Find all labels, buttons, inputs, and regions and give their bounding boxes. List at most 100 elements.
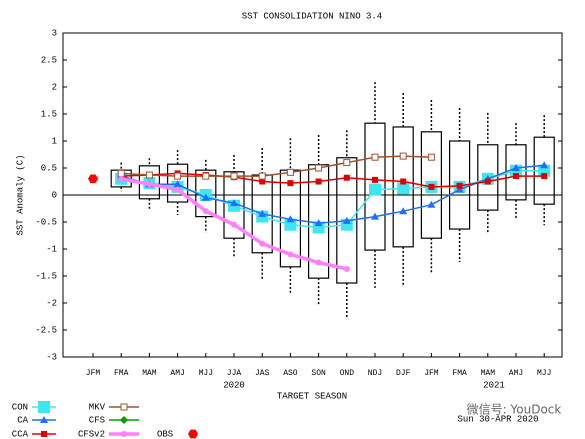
- box: [223, 171, 245, 239]
- x-tick-label: MJJ: [199, 369, 213, 378]
- marker: [174, 172, 182, 180]
- marker: [541, 173, 548, 180]
- y-tick-label: -2: [46, 298, 57, 308]
- x-tick-label: FMA: [114, 369, 129, 378]
- x-tick-label: JFM: [86, 369, 101, 378]
- x-axis-label: TARGET SEASON: [277, 391, 347, 401]
- marker: [230, 199, 238, 207]
- plot-frame: [62, 32, 563, 358]
- box: [167, 163, 189, 203]
- marker: [258, 209, 267, 217]
- marker: [372, 176, 378, 183]
- marker: [513, 173, 519, 180]
- y-tick-label: 2.5: [41, 55, 57, 65]
- x-tick-label: AMJ: [509, 369, 523, 378]
- x-tick-label: DJF: [396, 369, 411, 378]
- chart-title: SST CONSOLIDATION NINO 3.4: [242, 11, 382, 21]
- x-tick-label: JAS: [255, 369, 270, 378]
- marker: [456, 182, 463, 189]
- marker: [88, 174, 98, 184]
- marker: [484, 178, 491, 185]
- marker: [315, 178, 322, 185]
- y-tick-label: -1.5: [35, 271, 57, 281]
- x-tick-label: MAM: [142, 369, 157, 378]
- x-tick-label: JFM: [424, 369, 439, 378]
- y-tick-label: -1: [46, 244, 57, 254]
- marker: [315, 164, 323, 172]
- marker: [230, 172, 238, 180]
- x-tick-label: JJA: [227, 369, 242, 378]
- legend-label: OBS: [157, 429, 173, 439]
- marker: [343, 174, 350, 181]
- watermark: 微信号: YouDock: [467, 403, 562, 417]
- x-tick-label: OND: [340, 369, 355, 378]
- legend-label: CFS: [89, 415, 105, 425]
- x-tick-label: NDJ: [368, 369, 382, 378]
- marker: [145, 171, 153, 179]
- marker: [202, 208, 209, 215]
- marker: [120, 403, 128, 411]
- marker: [314, 219, 323, 227]
- year-label: 2020: [223, 380, 245, 390]
- marker: [369, 183, 381, 196]
- y-tick-label: 1: [52, 136, 57, 146]
- marker: [342, 216, 351, 224]
- series-line: [121, 172, 545, 188]
- marker: [121, 431, 127, 437]
- marker: [38, 401, 50, 413]
- y-tick-label: 3: [52, 28, 57, 38]
- marker: [259, 178, 266, 185]
- box: [364, 122, 386, 251]
- y-axis-label: SST Anomaly (C): [15, 154, 25, 235]
- y-tick-label: 0: [52, 190, 57, 200]
- marker: [40, 416, 48, 423]
- x-tick-label: AMJ: [170, 369, 184, 378]
- marker: [399, 152, 407, 160]
- marker: [258, 172, 266, 180]
- marker: [455, 185, 464, 193]
- marker: [146, 181, 153, 188]
- y-tick-label: 1.5: [41, 109, 57, 119]
- y-tick-label: -0.5: [35, 217, 57, 227]
- y-tick-label: -3: [46, 352, 57, 362]
- year-label: 2021: [483, 380, 505, 390]
- legend-label: MKV: [89, 402, 106, 412]
- marker: [427, 200, 436, 208]
- box: [477, 144, 499, 211]
- marker: [371, 212, 379, 220]
- y-tick-label: -2.5: [35, 325, 57, 335]
- marker: [231, 221, 237, 228]
- y-tick-label: 0.5: [41, 163, 57, 173]
- legend-label: CA: [17, 415, 28, 425]
- x-tick-label: ASO: [283, 369, 298, 378]
- legend-label: CCA: [12, 429, 29, 439]
- marker: [174, 186, 181, 193]
- marker: [512, 164, 520, 171]
- marker: [259, 240, 266, 247]
- marker: [315, 259, 322, 266]
- marker: [287, 251, 294, 258]
- legend-label: CON: [12, 402, 28, 412]
- marker: [286, 215, 295, 223]
- marker: [428, 183, 435, 190]
- marker: [400, 178, 407, 185]
- marker: [397, 182, 410, 195]
- marker: [173, 180, 182, 188]
- marker: [286, 168, 294, 176]
- marker: [399, 207, 408, 215]
- marker: [371, 153, 379, 161]
- box: [392, 126, 414, 248]
- marker: [188, 429, 198, 439]
- marker: [343, 159, 351, 167]
- marker: [120, 416, 128, 424]
- series-line: [121, 155, 432, 177]
- box: [336, 157, 358, 284]
- marker: [287, 180, 294, 187]
- legend-label: CFSv2: [78, 429, 105, 439]
- marker: [201, 193, 210, 201]
- marker: [202, 172, 210, 180]
- y-tick-label: 2: [52, 82, 57, 92]
- marker: [427, 153, 435, 161]
- x-tick-label: MAM: [481, 369, 496, 378]
